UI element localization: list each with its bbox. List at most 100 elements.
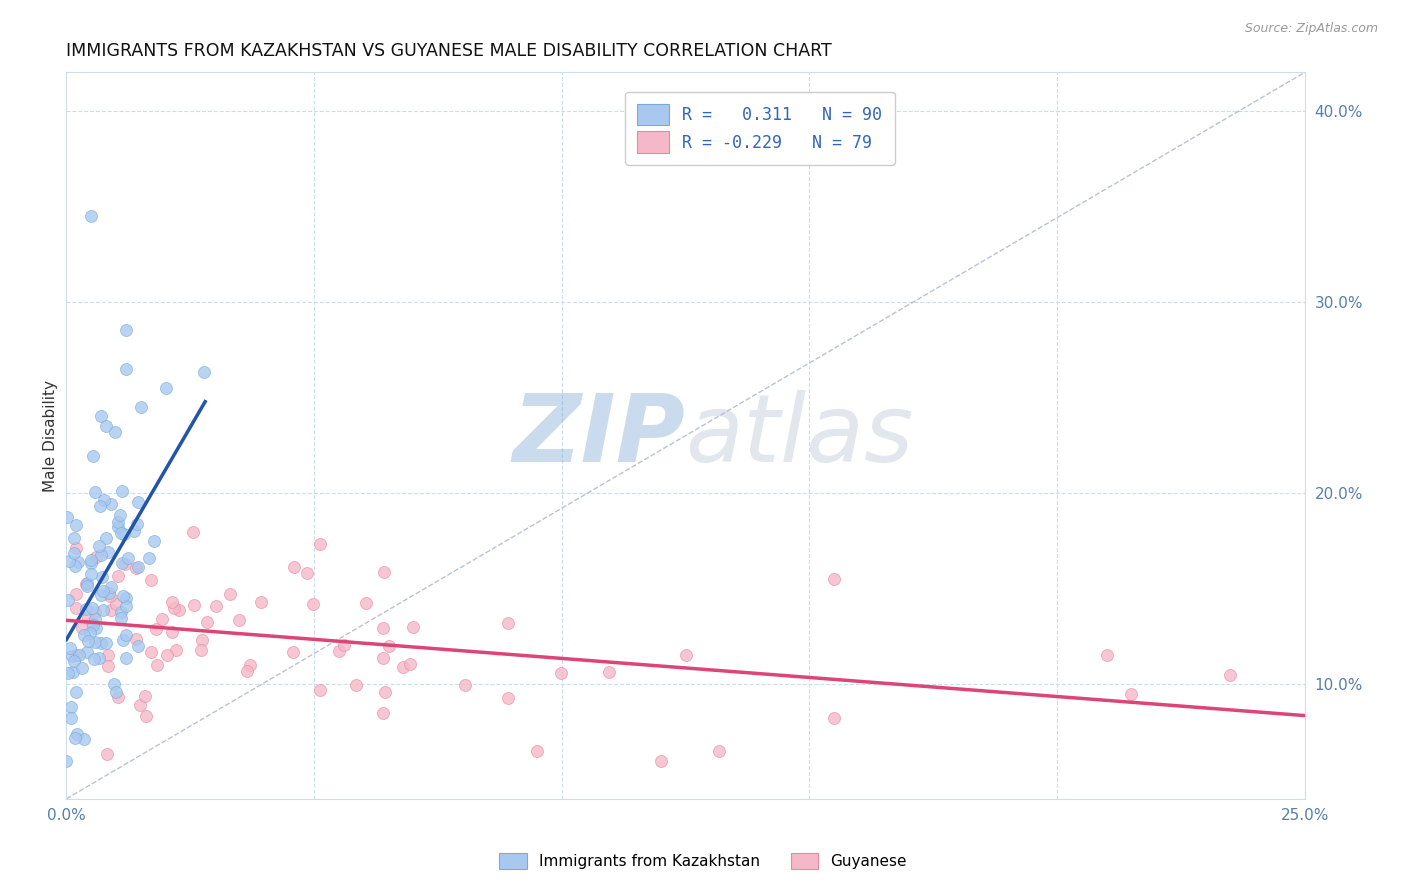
Point bbox=[141, 645, 163, 659]
Point bbox=[96, 635, 118, 649]
Point bbox=[67, 648, 90, 662]
Point bbox=[60, 649, 83, 664]
Point bbox=[89, 650, 111, 665]
Legend: Immigrants from Kazakhstan, Guyanese: Immigrants from Kazakhstan, Guyanese bbox=[494, 847, 912, 875]
Point bbox=[59, 711, 82, 725]
Point bbox=[228, 613, 250, 627]
Point bbox=[110, 526, 132, 541]
Point bbox=[249, 595, 271, 609]
Point bbox=[90, 409, 112, 424]
Point bbox=[96, 531, 118, 545]
Point bbox=[308, 537, 330, 551]
Point bbox=[63, 731, 86, 745]
Point bbox=[675, 648, 697, 663]
Point bbox=[111, 556, 134, 570]
Point bbox=[134, 689, 156, 703]
Point bbox=[84, 634, 107, 648]
Point bbox=[354, 595, 377, 609]
Point bbox=[302, 597, 325, 611]
Point bbox=[110, 611, 132, 625]
Point bbox=[707, 744, 730, 758]
Point bbox=[96, 747, 118, 762]
Point bbox=[65, 558, 87, 573]
Point bbox=[402, 620, 425, 634]
Point bbox=[115, 651, 138, 665]
Point bbox=[115, 361, 138, 376]
Point bbox=[62, 665, 84, 679]
Point bbox=[453, 678, 475, 692]
Point bbox=[73, 731, 96, 746]
Point bbox=[239, 657, 262, 672]
Legend: R =   0.311   N = 90, R = -0.229   N = 79: R = 0.311 N = 90, R = -0.229 N = 79 bbox=[626, 92, 894, 165]
Point bbox=[98, 589, 121, 603]
Point bbox=[135, 709, 157, 723]
Point bbox=[89, 499, 111, 513]
Point bbox=[332, 638, 354, 652]
Point bbox=[91, 583, 114, 598]
Point bbox=[80, 556, 103, 570]
Point bbox=[160, 624, 183, 639]
Point bbox=[526, 744, 548, 758]
Point bbox=[328, 643, 350, 657]
Point bbox=[90, 588, 112, 602]
Point bbox=[344, 678, 367, 692]
Point bbox=[97, 544, 120, 558]
Point bbox=[55, 754, 77, 768]
Point bbox=[59, 641, 82, 656]
Point bbox=[77, 611, 100, 625]
Point bbox=[124, 524, 146, 538]
Point bbox=[103, 677, 125, 691]
Point bbox=[373, 565, 395, 579]
Point bbox=[143, 534, 166, 549]
Point bbox=[65, 518, 87, 533]
Point bbox=[65, 685, 87, 699]
Point bbox=[110, 605, 132, 619]
Point bbox=[823, 711, 845, 725]
Point bbox=[84, 621, 107, 635]
Point bbox=[84, 485, 107, 500]
Point bbox=[100, 580, 122, 594]
Point bbox=[66, 727, 89, 741]
Point bbox=[107, 515, 129, 529]
Point bbox=[498, 615, 520, 630]
Point bbox=[80, 567, 103, 582]
Point bbox=[650, 754, 672, 768]
Point bbox=[117, 550, 139, 565]
Point bbox=[115, 591, 138, 605]
Point bbox=[374, 685, 396, 699]
Point bbox=[76, 645, 98, 659]
Point bbox=[129, 400, 152, 414]
Point bbox=[145, 622, 167, 636]
Point bbox=[236, 664, 259, 678]
Point bbox=[399, 657, 422, 671]
Point bbox=[107, 569, 129, 583]
Point bbox=[62, 654, 84, 668]
Point bbox=[111, 589, 134, 603]
Point bbox=[67, 555, 90, 569]
Point bbox=[193, 365, 215, 379]
Point bbox=[77, 633, 100, 648]
Point bbox=[90, 635, 112, 649]
Point bbox=[87, 539, 110, 553]
Point bbox=[73, 628, 96, 642]
Point bbox=[155, 381, 177, 395]
Point bbox=[190, 642, 212, 657]
Point bbox=[84, 549, 107, 564]
Point bbox=[107, 520, 129, 534]
Point bbox=[75, 576, 97, 591]
Point bbox=[1121, 687, 1143, 701]
Point bbox=[127, 517, 149, 532]
Point bbox=[373, 650, 395, 665]
Text: IMMIGRANTS FROM KAZAKHSTAN VS GUYANESE MALE DISABILITY CORRELATION CHART: IMMIGRANTS FROM KAZAKHSTAN VS GUYANESE M… bbox=[66, 42, 832, 60]
Y-axis label: Male Disability: Male Disability bbox=[44, 380, 58, 491]
Point bbox=[93, 493, 115, 508]
Point bbox=[371, 621, 394, 635]
Point bbox=[60, 699, 83, 714]
Point bbox=[1219, 667, 1241, 681]
Point bbox=[112, 526, 135, 541]
Point bbox=[219, 587, 242, 601]
Point bbox=[65, 541, 87, 555]
Point bbox=[115, 323, 138, 337]
Point bbox=[90, 569, 112, 583]
Point bbox=[823, 572, 845, 586]
